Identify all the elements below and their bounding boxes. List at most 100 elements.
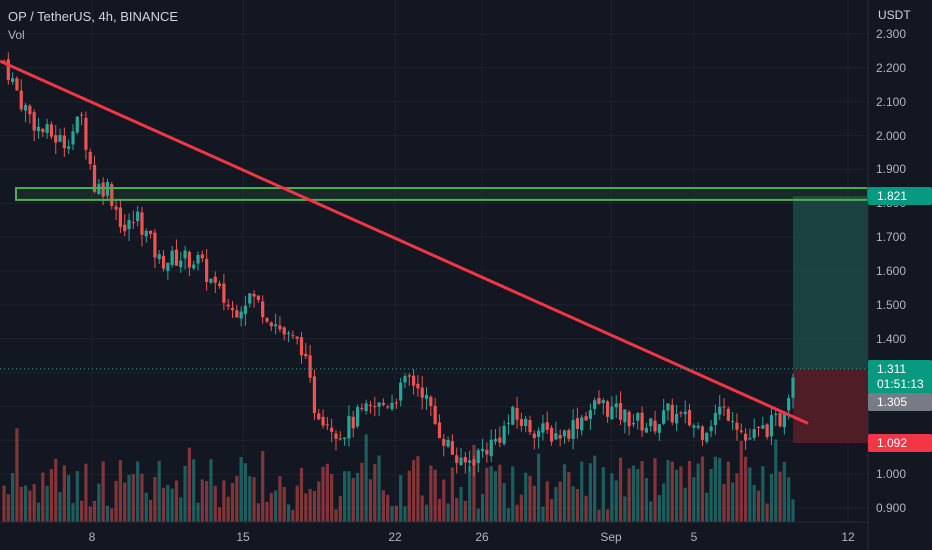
volume-bar — [687, 460, 692, 522]
candle-body — [769, 415, 774, 437]
currency-label[interactable]: USDT — [878, 8, 911, 22]
candle-body — [739, 430, 743, 432]
volume-bar — [584, 495, 588, 522]
volume-bar — [468, 466, 472, 522]
candle-body — [15, 78, 19, 91]
candle-body — [299, 337, 304, 356]
candle-body — [649, 418, 653, 427]
time-tick-label[interactable]: 15 — [236, 530, 250, 544]
volume-bar — [252, 477, 256, 522]
descending-trendline[interactable] — [0, 59, 809, 425]
volume-label[interactable]: Vol — [8, 28, 25, 42]
candle-body — [131, 222, 135, 224]
candle-body — [446, 440, 450, 447]
time-tick-label[interactable]: 5 — [690, 530, 698, 544]
candle-body — [377, 402, 381, 407]
candle-body — [683, 411, 687, 415]
time-tick-label[interactable]: 26 — [475, 530, 489, 544]
volume-bar — [541, 506, 545, 522]
volume-bar — [299, 467, 304, 522]
price-tick-label[interactable]: 1.400 — [876, 331, 907, 346]
bar-countdown: 01:51:13 — [877, 377, 924, 391]
volume-bar — [54, 459, 58, 522]
time-tick-label[interactable]: Sep — [600, 530, 622, 544]
candle-body — [84, 117, 88, 150]
volume-bar — [148, 499, 153, 522]
volume-bar — [679, 466, 683, 522]
candle-body — [192, 264, 196, 269]
volume-bar — [606, 509, 610, 522]
candle-body — [256, 295, 260, 301]
price-tick-label[interactable]: 2.200 — [876, 60, 907, 75]
candle-body — [360, 407, 364, 409]
symbol-label[interactable]: OP / TetherUS, 4h, BINANCE — [8, 9, 179, 24]
volume-bar — [756, 490, 761, 522]
position-loss-zone[interactable] — [793, 368, 868, 443]
volume-bar — [355, 472, 360, 522]
volume-bar — [403, 506, 407, 522]
volume-bar — [381, 490, 386, 522]
candle-body — [700, 426, 705, 440]
candle-body — [386, 406, 390, 408]
candle-body — [437, 422, 442, 439]
volume-bar — [15, 428, 19, 522]
candle-body — [498, 437, 502, 443]
volume-bar — [386, 494, 390, 522]
candle-body — [265, 317, 269, 322]
volume-bar — [782, 462, 786, 522]
volume-bar — [11, 473, 15, 522]
volume-bar — [187, 447, 191, 522]
position-profit-zone[interactable] — [793, 196, 868, 369]
volume-bar — [610, 473, 614, 522]
price-tick-label[interactable]: 1.600 — [876, 264, 907, 278]
volume-bar — [424, 504, 429, 522]
candle-body — [709, 426, 713, 432]
price-tick-label[interactable]: 2.100 — [876, 94, 907, 109]
time-tick-label[interactable]: 22 — [388, 530, 402, 544]
candle-body — [722, 406, 726, 408]
volume-bar — [674, 469, 679, 522]
price-tick-label[interactable]: 2.300 — [876, 27, 907, 41]
volume-bar — [769, 474, 774, 522]
candle-body — [80, 114, 84, 116]
candle-body — [19, 90, 23, 110]
price-tick-label[interactable]: 1.500 — [876, 297, 907, 312]
time-tick-label[interactable]: 12 — [841, 530, 855, 544]
time-tick-label[interactable]: 8 — [88, 530, 96, 544]
candle-body — [373, 406, 377, 408]
volume-bar — [463, 500, 467, 522]
volume-bar — [127, 475, 131, 522]
volume-bar — [261, 450, 265, 522]
price-tick-label[interactable]: 1.700 — [876, 230, 907, 245]
candle-body — [692, 425, 696, 428]
volume-bar — [493, 471, 498, 522]
volume-bar — [196, 502, 200, 522]
volume-bar — [631, 465, 636, 522]
volume-bar — [644, 477, 649, 522]
candle-body — [459, 457, 463, 466]
volume-bar — [118, 460, 123, 522]
volume-bar — [321, 466, 325, 522]
volume-bar — [213, 485, 217, 522]
volume-bar — [692, 477, 696, 522]
candle-body — [687, 410, 692, 426]
price-tick-label[interactable]: 1.900 — [876, 162, 907, 177]
candle-body — [381, 402, 386, 405]
price-tick-label[interactable]: 2.000 — [876, 128, 907, 143]
candle-body — [45, 124, 49, 133]
candle-body — [787, 398, 791, 411]
volume-bar — [28, 490, 32, 522]
price-tick-label[interactable]: 0.900 — [876, 501, 907, 515]
volume-bar — [429, 465, 433, 522]
volume-bar — [291, 509, 295, 522]
price-tick-label[interactable]: 1.000 — [876, 467, 907, 482]
volume-bar — [394, 505, 398, 522]
volume-bar — [601, 467, 605, 522]
volume-bar — [735, 473, 739, 522]
resistance-zone-rectangle[interactable] — [15, 187, 869, 201]
candle-body — [791, 377, 795, 398]
volume-bar — [696, 463, 700, 522]
candle-body — [429, 396, 433, 406]
candle-body — [166, 262, 170, 271]
